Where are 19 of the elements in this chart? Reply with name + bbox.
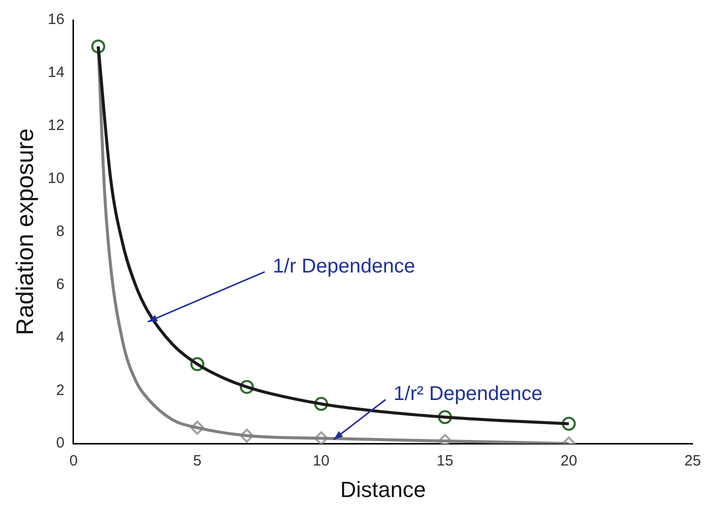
y-tick-label: 10 <box>48 170 64 187</box>
y-tick-label: 8 <box>56 222 64 240</box>
x-tick-label: 25 <box>684 452 701 470</box>
x-tick-label: 20 <box>560 452 578 470</box>
x-tick-label: 10 <box>312 452 330 470</box>
x-tick-label: 0 <box>69 452 78 470</box>
y-axis-title: Radiation exposure <box>12 128 40 336</box>
annotation: 1/r² Dependence <box>394 383 543 406</box>
y-tick-label: 2 <box>56 382 64 399</box>
y-tick-label: 6 <box>56 276 64 293</box>
y-tick-label: 4 <box>56 328 64 346</box>
x-axis-title: Distance <box>340 476 426 502</box>
annotation: 1/r Dependence <box>272 255 416 278</box>
y-tick-label: 12 <box>48 117 64 134</box>
y-tick-label: 16 <box>48 11 64 28</box>
x-tick-label: 5 <box>193 452 202 470</box>
y-tick-label: 0 <box>56 434 64 452</box>
y-tick-label: 14 <box>48 64 64 82</box>
x-tick-label: 15 <box>436 452 454 470</box>
